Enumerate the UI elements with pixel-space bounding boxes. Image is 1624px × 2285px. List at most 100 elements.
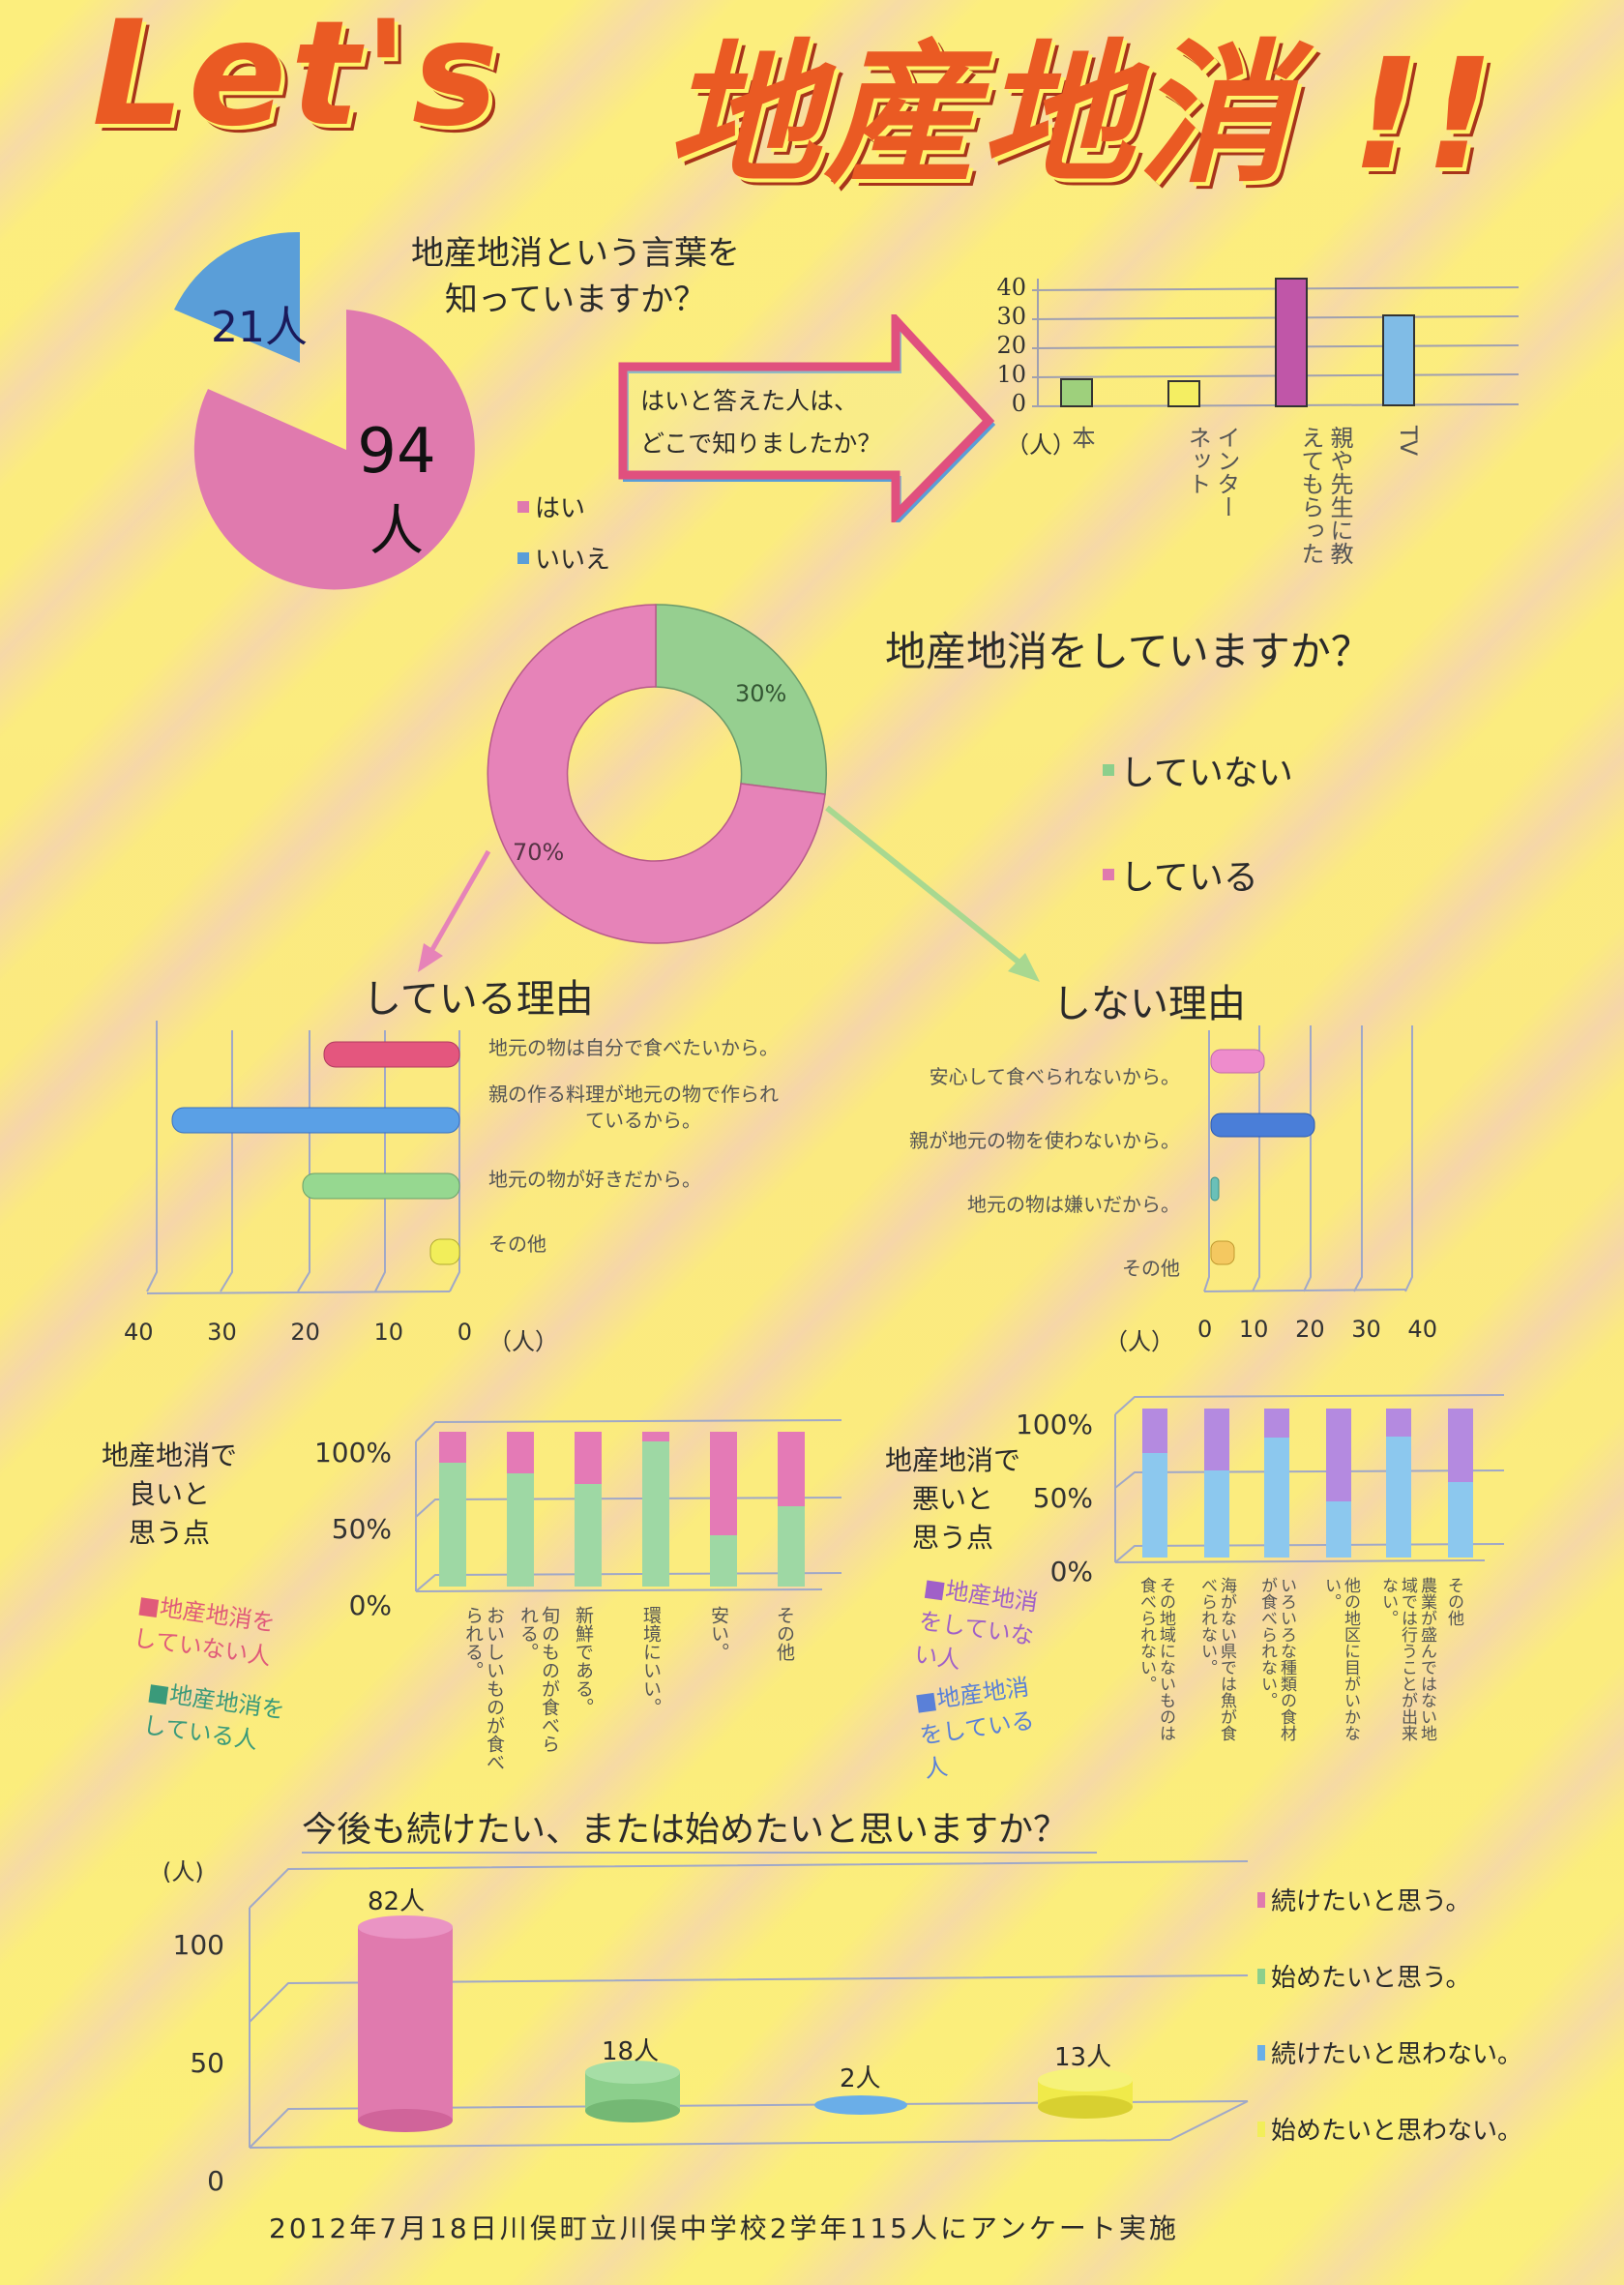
legend-item-not-start: 始めたいと思わない。 <box>1257 2111 1522 2147</box>
y-tick: 50 <box>190 2047 224 2079</box>
legend-item-yes: はい <box>517 489 610 524</box>
bad-legend-doing: ■地産地消 をしている 人 <box>913 1673 1037 1784</box>
x-tick: 10 <box>373 1319 404 1346</box>
legend-label: 始めたいと思う。 <box>1271 1964 1471 1993</box>
bad-points-chart <box>1107 1383 1514 1576</box>
title-line: 思う点 <box>128 1517 210 1549</box>
reason-no-3: 地元の物は嫌いだから。 <box>967 1193 1180 1216</box>
arrow-callout: はいと答えた人は、 どこで知りましたか？ <box>609 309 996 527</box>
x-tick: 20 <box>290 1319 320 1346</box>
legend-label: いいえ <box>535 546 611 575</box>
y-tick: 100% <box>313 1437 392 1469</box>
source-bar-chart: 40 30 20 10 0 （人） 本 インターネット 親や先生に教えてもらった… <box>982 261 1533 580</box>
good-points-title: 地産地消で 良いと 思う点 <box>97 1437 242 1553</box>
future-y-ticks: 100 50 0 <box>164 1886 224 2240</box>
x-label-internet: インターネット <box>1184 426 1240 519</box>
awareness-legend: はい いいえ <box>517 489 610 576</box>
future-unit: (人) <box>162 1858 204 1885</box>
donut-label-yes: 70% <box>513 839 565 866</box>
legend-swatch-pink <box>1103 869 1114 880</box>
reason-yes-2b: ているから。 <box>585 1109 701 1132</box>
reasons-yes-chart: 40 30 20 10 0 （人） 地元の物は自分で食べたいから。 親の作る料理… <box>124 1011 851 1369</box>
y-tick: 50% <box>331 1513 392 1545</box>
bad-points-title: 地産地消で 悪いと 思う点 <box>880 1441 1025 1558</box>
source-unit: （人） <box>1006 431 1076 459</box>
future-question: 今後も続けたい、または始めたいと思いますか？ <box>302 1801 1098 1854</box>
good-x-label-2: 旬のものが食べられる。 <box>517 1606 560 1753</box>
x-label-parents-teachers: 親や先生に教えてもらった <box>1297 426 1353 565</box>
legend-swatch-pink <box>517 500 529 513</box>
bar-value-continue: 82人 <box>368 1887 426 1916</box>
legend-swatch-pink <box>1257 1891 1265 1908</box>
pie-label-yes-number: 94 <box>357 416 436 488</box>
bad-x-label-5: 農業が盛んではない地域では行うことが出来ない。 <box>1378 1577 1436 1741</box>
reasons-yes-title: している理由 <box>363 977 594 1022</box>
reason-yes-1: 地元の物は自分で食べたいから。 <box>488 1036 779 1059</box>
bad-x-label-4: 他の地区に目がいかない。 <box>1321 1577 1360 1741</box>
arrow-text-line1: はいと答えた人は、 <box>640 387 859 415</box>
x-tick: 40 <box>1407 1316 1437 1343</box>
legend-label: 続けたいと思う。 <box>1271 1887 1471 1916</box>
practice-donut-chart: 30% 70% <box>479 595 837 953</box>
reasons-no-title: しない理由 <box>1052 982 1246 1026</box>
bad-x-label-3: いろいろな種類の食材が食べられない。 <box>1257 1577 1296 1741</box>
arrow-head-icon <box>1008 953 1040 982</box>
bar-value-start: 18人 <box>602 2037 660 2066</box>
good-x-label-5: 安い。 <box>708 1606 729 1661</box>
y-tick: 20 <box>996 332 1026 359</box>
connector-arrows <box>418 805 1040 982</box>
x-tick: 40 <box>124 1319 154 1346</box>
y-tick: 0% <box>1049 1556 1093 1588</box>
reason-yes-3: 地元の物が好きだから。 <box>488 1168 701 1191</box>
legend-item-doing: している <box>1103 849 1293 900</box>
good-x-label-1: おいしいものが食べられる。 <box>462 1606 505 1771</box>
y-tick: 0 <box>1011 390 1026 417</box>
x-label-book: 本 <box>1068 426 1095 449</box>
arrow-text: はいと答えた人は、 どこで知りましたか？ <box>640 380 881 465</box>
arrow-head-icon <box>418 943 443 972</box>
legend-item-start: 始めたいと思う。 <box>1257 1958 1522 1994</box>
y-tick: 40 <box>996 274 1026 301</box>
legend-item-not-doing: していない <box>1103 745 1293 795</box>
reason-no-4: その他 <box>1122 1257 1180 1280</box>
legend-swatch-green <box>1103 764 1114 776</box>
good-legend-not-doing: ■地産地消を していない人 <box>132 1590 278 1671</box>
legend-label: 続けたいと思わない。 <box>1271 2040 1523 2069</box>
pie-label-yes-unit: 人 <box>369 500 424 563</box>
y-tick: 30 <box>996 303 1026 330</box>
practice-question: 地産地消をしていますか？ <box>885 628 1372 675</box>
legend-label: していない <box>1120 754 1293 793</box>
bar-value-not-continue: 2人 <box>840 2064 881 2093</box>
future-legend: 続けたいと思う。 始めたいと思う。 続けたいと思わない。 始めたいと思わない。 <box>1257 1882 1522 2147</box>
y-tick: 100% <box>1015 1409 1093 1440</box>
awareness-question-line2: 知っていますか？ <box>444 281 707 319</box>
legend-swatch-blue <box>517 551 529 564</box>
x-tick: 0 <box>457 1319 472 1346</box>
good-points-chart <box>406 1403 851 1600</box>
x-tick: 0 <box>1197 1316 1213 1343</box>
right-arrow-icon <box>618 309 996 527</box>
awareness-pie-chart: 21人 94 人 <box>164 223 493 590</box>
reason-no-2: 親が地元の物を使わないから。 <box>909 1129 1180 1152</box>
arrow-text-line2: どこで知りましたか？ <box>640 430 882 458</box>
good-legend-doing: ■地産地消を している人 <box>141 1677 287 1755</box>
reason-yes-2a: 親の作る料理が地元の物で作られ <box>488 1083 779 1106</box>
legend-item-no: いいえ <box>517 540 610 576</box>
awareness-question: 地産地消という言葉を 知っていますか？ <box>382 230 769 323</box>
reason-no-1: 安心して食べられないから。 <box>929 1065 1180 1088</box>
reason-yes-4: その他 <box>488 1232 546 1256</box>
bar-value-not-start: 13人 <box>1054 2043 1112 2072</box>
reasons-no-chart: 安心して食べられないから。 親が地元の物を使わないから。 地元の物は嫌いだから。… <box>851 1021 1509 1369</box>
source-y-ticks: 40 30 20 10 0 <box>991 273 1026 418</box>
x-tick: 10 <box>1238 1316 1269 1343</box>
pie-label-yes: 94 人 <box>339 416 455 566</box>
reasons-no-unit: （人） <box>1105 1328 1174 1355</box>
awareness-question-line1: 地産地消という言葉を <box>411 234 740 273</box>
pie-label-no: 21人 <box>211 303 308 352</box>
y-tick: 50% <box>1032 1482 1093 1514</box>
reasons-yes-x-ticks: 40 30 20 10 0 <box>124 1319 472 1346</box>
reasons-no-x-ticks: 0 10 20 30 40 <box>1197 1316 1437 1343</box>
y-tick: 0 <box>207 2165 224 2197</box>
title-line: 地産地消で <box>101 1439 237 1471</box>
bad-y-ticks: 100% 50% 0% <box>996 1388 1093 1609</box>
